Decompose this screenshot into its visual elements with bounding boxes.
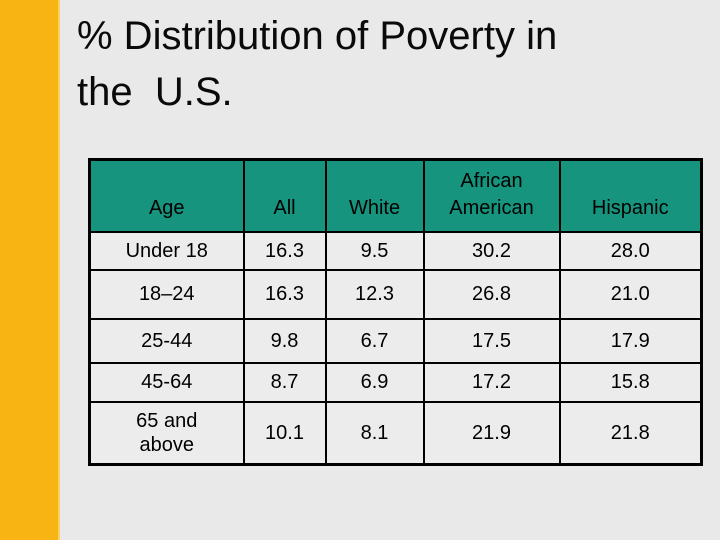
poverty-distribution-table: Age All White African American Hispanic …: [88, 158, 703, 466]
data-cell: 17.9: [558, 317, 703, 364]
table-row-under-18: Under 18 16.3 9.5 30.2 28.0: [88, 230, 703, 271]
data-cell: 16.3: [242, 230, 327, 271]
data-cell: 17.5: [422, 317, 561, 364]
table-row-18-24: 18–24 16.3 12.3 26.8 21.0: [88, 268, 703, 320]
data-cell: 6.9: [324, 361, 425, 403]
table-header-row: Age All White African American Hispanic: [88, 158, 703, 233]
data-cell: 21.0: [558, 268, 703, 320]
data-cell: 28.0: [558, 230, 703, 271]
row-label: Under 18: [88, 230, 245, 271]
data-cell: 21.8: [558, 400, 703, 466]
data-cell: 10.1: [242, 400, 327, 466]
slide-title: % Distribution of Poverty in the U.S.: [77, 8, 697, 120]
data-cell: 21.9: [422, 400, 561, 466]
data-cell: 15.8: [558, 361, 703, 403]
data-cell: 16.3: [242, 268, 327, 320]
table-row-45-64: 45-64 8.7 6.9 17.2 15.8: [88, 361, 703, 403]
title-line-1: % Distribution of Poverty in: [77, 14, 558, 58]
data-cell: 12.3: [324, 268, 425, 320]
title-line-2: the U.S.: [77, 70, 233, 114]
column-header-all: All: [242, 158, 327, 233]
row-label: 18–24: [88, 268, 245, 320]
row-label: 65 and above: [88, 400, 245, 466]
data-cell: 17.2: [422, 361, 561, 403]
data-cell: 8.1: [324, 400, 425, 466]
column-header-age: Age: [88, 158, 245, 233]
data-cell: 8.7: [242, 361, 327, 403]
row-label: 25-44: [88, 317, 245, 364]
column-header-hispanic: Hispanic: [558, 158, 703, 233]
data-cell: 26.8: [422, 268, 561, 320]
table-row-25-44: 25-44 9.8 6.7 17.5 17.9: [88, 317, 703, 364]
column-header-african-american: African American: [422, 158, 561, 233]
table-row-65-and-above: 65 and above 10.1 8.1 21.9 21.8: [88, 400, 703, 466]
data-cell: 9.8: [242, 317, 327, 364]
data-cell: 9.5: [324, 230, 425, 271]
accent-bar: [0, 0, 60, 540]
data-cell: 6.7: [324, 317, 425, 364]
row-label: 45-64: [88, 361, 245, 403]
column-header-white: White: [324, 158, 425, 233]
data-cell: 30.2: [422, 230, 561, 271]
